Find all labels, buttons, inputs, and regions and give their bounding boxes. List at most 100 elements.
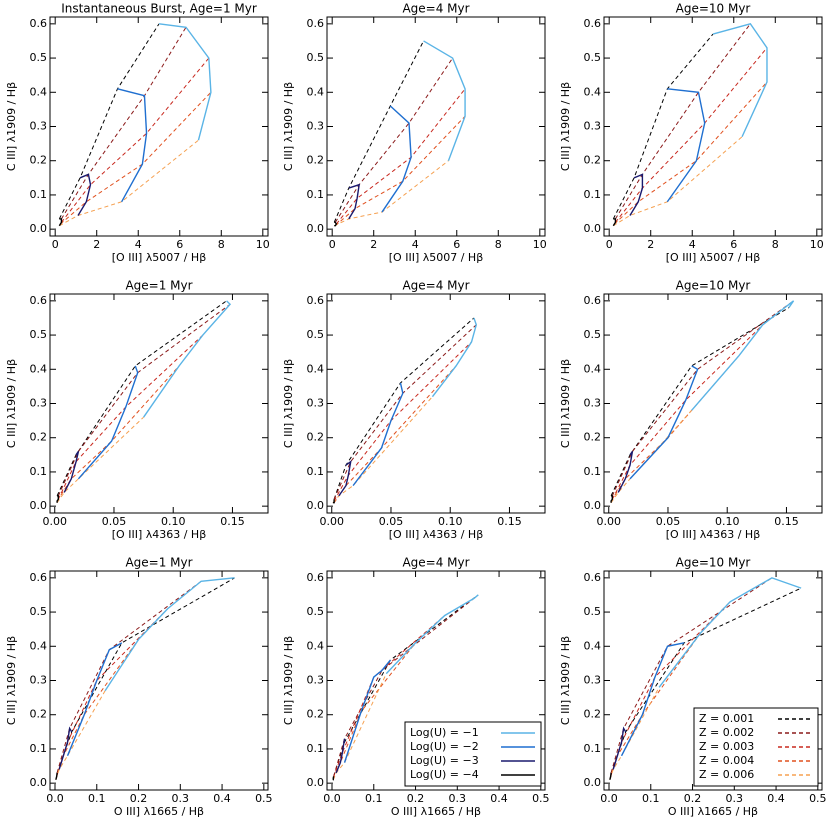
panel: Age=10 Myr [O III] λ5007 / Hβ C III] λ1909… (559, 2, 824, 265)
z-line (56, 365, 180, 502)
panel: Age=10 Myr [O III] λ4363 / Hβ C III] λ1909… (559, 279, 823, 541)
y-tick-label: 0.2 (307, 431, 325, 444)
u-line (629, 173, 644, 216)
u-line (381, 105, 412, 213)
y-tick-label: 0.1 (584, 742, 602, 755)
y-axis-label: C III] λ1909 / Hβ (5, 636, 18, 725)
y-tick-label: 0.6 (30, 17, 48, 30)
y-tick-label: 0.1 (584, 188, 602, 201)
u-line (117, 88, 148, 203)
x-tick-label: 0.3 (449, 792, 467, 805)
x-tick-label: 2 (647, 238, 654, 251)
y-tick-label: 0.6 (307, 17, 325, 30)
u-line (620, 642, 685, 757)
x-tick-label: 0.4 (213, 792, 231, 805)
x-tick-label: 8 (218, 238, 225, 251)
y-tick-label: 0.2 (30, 154, 48, 167)
y-tick-label: 0.4 (307, 639, 325, 652)
u-line (431, 317, 478, 398)
panel-title: Age=4 Myr (402, 556, 469, 570)
x-axis-label: [O III] λ4363 / Hβ (389, 528, 483, 541)
x-tick-label: 0.15 (774, 515, 799, 528)
x-axis-label: [O III] λ5007 / Hβ (112, 251, 206, 264)
z-line (614, 81, 768, 225)
x-tick-label: 0.2 (407, 792, 425, 805)
x-tick-label: 0.15 (497, 515, 522, 528)
u-line (609, 772, 612, 780)
y-axis-label: C III] λ1909 / Hβ (5, 82, 18, 171)
x-tick-label: 10 (810, 238, 824, 251)
y-tick-label: 0.4 (30, 639, 48, 652)
plot-frame (326, 570, 546, 791)
y-axis-label: C III] λ1909 / Hβ (282, 359, 295, 448)
x-tick-label: 10 (256, 238, 270, 251)
y-tick-label: 0.5 (584, 605, 602, 618)
x-tick-label: 0.1 (642, 792, 660, 805)
u-line (55, 772, 58, 780)
u-line (617, 451, 634, 493)
y-tick-label: 0.0 (307, 776, 325, 789)
u-line (612, 726, 627, 770)
z-line (57, 303, 231, 497)
u-line (332, 776, 335, 781)
x-tick-label: 0.00 (42, 515, 67, 528)
u-line (385, 594, 479, 675)
legend-label: Z = 0.002 (699, 726, 754, 739)
z-line (56, 416, 144, 504)
plot-frame (49, 293, 269, 514)
panel-title: Instantaneous Burst, Age=1 Myr (61, 2, 257, 16)
u-line (77, 365, 139, 480)
z-line (610, 355, 740, 502)
plot-frame (49, 16, 269, 237)
x-tick-label: 6 (176, 238, 183, 251)
z-line (610, 307, 790, 497)
y-tick-label: 0.5 (307, 605, 325, 618)
panel-title: Age=4 Myr (402, 279, 469, 293)
z-line (334, 57, 454, 223)
z-line (58, 23, 160, 220)
y-tick-label: 0.5 (30, 328, 48, 341)
panel-title: Age=10 Myr (676, 279, 751, 293)
z-line (614, 23, 751, 220)
u-line (666, 88, 706, 203)
z-line (56, 608, 169, 777)
x-tick-label: 0.00 (319, 515, 344, 528)
panel: Age=10 Myr O III] λ1665 / Hβ C III] λ1909 … (559, 556, 827, 819)
y-tick-label: 0.0 (307, 222, 325, 235)
x-axis-label: O III] λ1665 / Hβ (114, 805, 204, 818)
x-tick-label: 0.10 (438, 515, 463, 528)
y-tick-label: 0.0 (584, 776, 602, 789)
u-line (63, 451, 80, 493)
u-line (158, 23, 212, 141)
y-tick-label: 0.5 (307, 51, 325, 64)
z-line (333, 341, 472, 502)
z-line (611, 324, 764, 500)
legend-label: Z = 0.001 (699, 712, 754, 725)
y-tick-label: 0.6 (30, 294, 48, 307)
z-line (333, 317, 475, 500)
panel-title: Age=10 Myr (676, 2, 751, 16)
y-tick-label: 0.3 (584, 397, 602, 410)
panel: Instantaneous Burst, Age=1 Myr [O III] λ5… (5, 2, 270, 265)
y-tick-label: 0.2 (30, 431, 48, 444)
y-tick-label: 0.4 (307, 362, 325, 375)
y-tick-label: 0.5 (30, 605, 48, 618)
x-tick-label: 0.15 (220, 515, 245, 528)
y-tick-label: 0.0 (584, 499, 602, 512)
u-line (691, 300, 795, 411)
y-tick-label: 0.3 (584, 674, 602, 687)
y-tick-label: 0.2 (307, 708, 325, 721)
z-line (609, 687, 660, 780)
y-tick-label: 0.3 (30, 397, 48, 410)
z-line (56, 580, 202, 774)
y-tick-label: 0.3 (30, 674, 48, 687)
z-line (612, 33, 714, 220)
z-line (333, 365, 457, 504)
y-tick-label: 0.2 (584, 154, 602, 167)
y-tick-label: 0.6 (30, 571, 48, 584)
z-line (60, 27, 187, 220)
x-tick-label: 0.1 (365, 792, 383, 805)
legend-label: Z = 0.004 (699, 754, 754, 767)
u-line (423, 40, 466, 161)
y-tick-label: 0.4 (584, 639, 602, 652)
